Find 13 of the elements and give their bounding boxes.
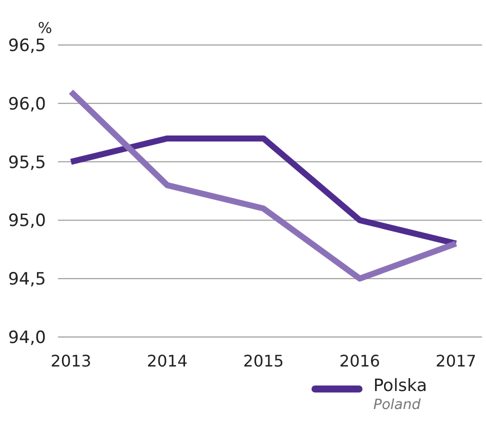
- y-tick-label: 95,0: [8, 211, 46, 232]
- y-tick-label: 95,5: [8, 152, 46, 173]
- legend-label: Polska Poland: [373, 376, 427, 415]
- x-tick-label: 2016: [339, 351, 380, 370]
- y-tick-label: 94,0: [8, 328, 46, 348]
- x-tick-label: 2015: [243, 351, 284, 370]
- x-tick-label: 2014: [146, 351, 188, 370]
- y-tick-label: 94,5: [8, 270, 46, 290]
- y-axis-title: %: [38, 19, 52, 37]
- y-tick-label: 96,0: [8, 94, 46, 114]
- x-tick-label: 2017: [436, 351, 476, 370]
- x-tick-label: 2013: [50, 351, 92, 370]
- y-tick-label: 96,5: [8, 36, 46, 56]
